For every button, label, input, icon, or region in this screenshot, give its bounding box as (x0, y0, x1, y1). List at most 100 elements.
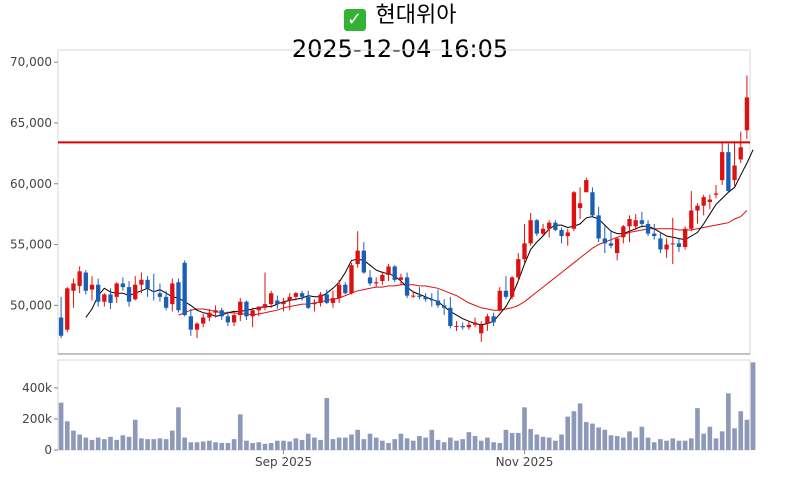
candle (621, 225, 626, 244)
candle (738, 131, 743, 164)
candle-body (201, 317, 206, 324)
candle-body (349, 265, 354, 294)
candle-body (361, 250, 367, 273)
volume-bar (726, 393, 731, 450)
volume-bar (95, 437, 101, 450)
volume-bar (361, 439, 367, 450)
candle-body (713, 193, 719, 195)
candle (404, 272, 410, 299)
volume-bar (250, 443, 255, 450)
candle (497, 287, 502, 312)
volume-bar (89, 439, 95, 450)
candle-body (435, 300, 441, 306)
candle-body (509, 277, 515, 297)
volume-bar (565, 416, 571, 450)
candle-body (441, 305, 447, 308)
candle-body (559, 229, 564, 237)
volume-bar (305, 433, 311, 450)
volume-bar (231, 439, 237, 450)
volume-bar (71, 430, 76, 450)
volume-bar (207, 440, 212, 450)
volume-bar (509, 432, 515, 450)
volume-bar (188, 442, 194, 450)
candle-body (219, 310, 224, 317)
candle (58, 296, 64, 339)
candle (491, 312, 496, 327)
volume-bar (596, 427, 601, 450)
candle (713, 184, 719, 199)
candle (602, 226, 607, 254)
candle-body (404, 277, 410, 296)
candle (658, 232, 663, 254)
candle (522, 223, 527, 263)
candle-body (460, 326, 465, 328)
candle (627, 215, 632, 243)
candle (645, 220, 651, 237)
volume-bar (719, 431, 725, 450)
volume-bar (515, 432, 521, 450)
volume-bar (478, 440, 484, 450)
candle (682, 226, 688, 250)
volume-bar (695, 408, 700, 450)
candle-body (497, 290, 502, 311)
volume-bar (244, 440, 249, 450)
candle (83, 270, 88, 295)
volume-bar (126, 436, 132, 450)
candle-body (676, 243, 682, 247)
candle (120, 277, 126, 291)
volume-bar (336, 437, 342, 450)
candle-body (71, 283, 76, 291)
candle (472, 317, 478, 328)
candle (330, 290, 336, 308)
candle (398, 273, 404, 285)
candle-body (250, 310, 255, 317)
volume-bar (633, 437, 639, 450)
volume-bar (380, 440, 385, 450)
candle-body (695, 205, 700, 211)
price-panel: 50,000 55,000 60,000 65,000 70,000 (10, 49, 754, 355)
candle-body (726, 152, 731, 192)
volume-bar (744, 419, 750, 450)
volume-bar (676, 440, 682, 450)
candle (460, 322, 465, 330)
candle-body (466, 324, 472, 328)
candle (540, 223, 546, 237)
candle (182, 260, 187, 317)
volume-bar (64, 421, 70, 450)
candle-body (170, 283, 175, 305)
y-tick-label: 50,000 (10, 298, 52, 312)
candle-body (398, 277, 404, 280)
candle (528, 212, 533, 246)
candle-body (157, 293, 163, 297)
volume-bar (120, 435, 126, 450)
candle (466, 321, 472, 330)
candle (157, 283, 163, 302)
volume-bar (621, 437, 626, 450)
candle-body (139, 279, 144, 285)
candle (89, 276, 95, 301)
chart-datetime: 2025-12-04 16:05 (291, 35, 509, 63)
volume-bar (707, 426, 713, 450)
candle (503, 276, 509, 300)
candle (133, 276, 138, 301)
candle (250, 307, 255, 328)
candle (670, 217, 675, 265)
volume-bar (608, 435, 614, 450)
candle (176, 278, 181, 313)
candle-body (318, 294, 323, 303)
candle-body (163, 296, 169, 308)
volume-bar (114, 439, 120, 450)
volume-bar (423, 437, 428, 450)
volume-bar (466, 432, 472, 450)
candle-body (707, 199, 713, 202)
candle (188, 309, 194, 336)
volume-bar (281, 440, 286, 450)
candle-body (429, 299, 434, 301)
candle-body (479, 324, 484, 334)
volume-bar (738, 411, 744, 450)
candle-body (516, 259, 521, 278)
volume-tick-label: 400k (22, 381, 52, 395)
volume-bar (688, 438, 694, 450)
candle-body (299, 293, 305, 297)
